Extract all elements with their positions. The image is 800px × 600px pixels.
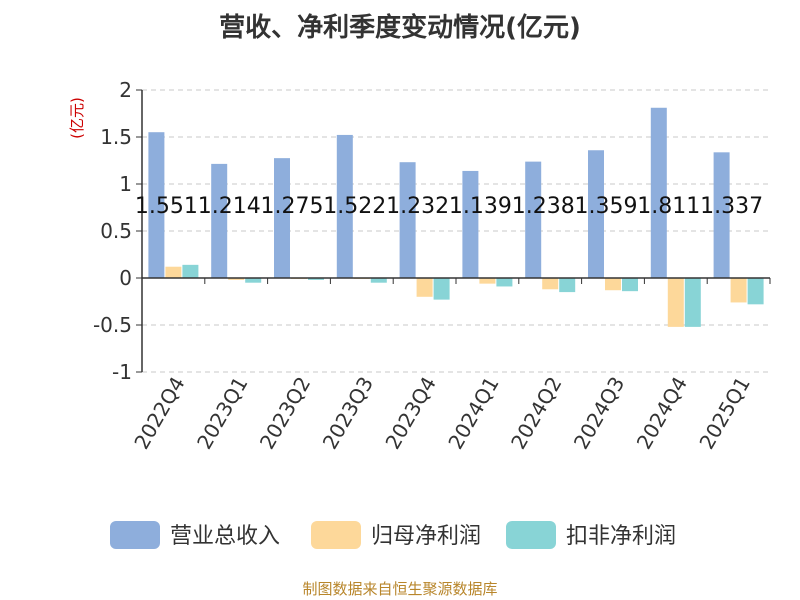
bar-series-1 — [211, 163, 228, 278]
legend-swatch — [311, 521, 361, 549]
x-tick-label: 2025Q1 — [694, 373, 754, 454]
y-tick-label: 2 — [119, 78, 132, 102]
data-label: 1.337 — [700, 194, 763, 219]
gridlines — [142, 89, 770, 373]
bar-series-1 — [399, 162, 416, 278]
legend-swatch — [506, 521, 556, 549]
y-tick-label: -1 — [112, 360, 132, 384]
bar-series-3 — [622, 278, 638, 292]
bar-series-2 — [730, 278, 747, 303]
legend-label: 归母净利润 — [371, 524, 481, 549]
bar-series-3 — [684, 278, 701, 327]
x-tick-label: 2024Q3 — [569, 373, 629, 454]
bar-series-3 — [496, 278, 513, 287]
bar-series-2 — [416, 278, 433, 297]
bar-series-2 — [542, 278, 559, 290]
bar-series-3 — [433, 278, 450, 300]
y-axis-unit: (亿元) — [68, 97, 86, 139]
y-tick-label: 0.5 — [100, 219, 132, 243]
bar-series-3 — [747, 278, 764, 305]
x-tick-label: 2023Q2 — [255, 373, 315, 454]
bar-series-1 — [588, 150, 604, 278]
legend-item-2[interactable]: 归母净利润 — [311, 521, 481, 549]
bar-series-1 — [713, 152, 730, 278]
bar-series-2 — [605, 278, 621, 291]
x-tick-label: 2022Q4 — [129, 373, 189, 454]
x-tick-label: 2023Q1 — [192, 373, 252, 454]
y-tick-label: 1 — [119, 172, 132, 196]
bar-series-3 — [559, 278, 576, 293]
legend-item-3[interactable]: 扣非净利润 — [506, 521, 676, 549]
data-label: 1.232 — [386, 194, 449, 219]
source-note: 制图数据来自恒生聚源数据库 — [302, 580, 497, 598]
bars — [148, 107, 764, 327]
bar-series-1 — [148, 132, 165, 278]
bar-series-2 — [479, 278, 496, 284]
bar-series-1 — [274, 158, 290, 278]
y-tick-label: -0.5 — [93, 313, 132, 337]
data-label: 1.275 — [261, 194, 324, 219]
data-label: 1.238 — [512, 194, 575, 219]
y-tick-label: 0 — [119, 266, 132, 290]
x-tick-label: 2024Q4 — [632, 373, 692, 454]
bar-series-2 — [228, 278, 245, 280]
data-label: 1.811 — [637, 194, 700, 219]
chart-title: 营收、净利季度变动情况(亿元) — [219, 12, 581, 43]
data-label: 1.522 — [323, 194, 386, 219]
x-tick-label: 2024Q2 — [506, 373, 566, 454]
legend[interactable]: 营业总收入 归母净利润 扣非净利润 — [110, 521, 676, 549]
bar-series-1 — [336, 134, 353, 278]
bar-series-2 — [165, 266, 182, 278]
bar-series-3 — [370, 278, 387, 283]
legend-item-1[interactable]: 营业总收入 — [110, 521, 280, 549]
bar-series-3 — [245, 278, 262, 283]
x-tick-label: 2023Q3 — [318, 373, 378, 454]
data-label: 1.214 — [198, 194, 261, 219]
data-labels: 1.551 1.214 1.275 1.522 1.232 1.139 1.238 1.359… — [135, 194, 763, 219]
bar-series-2 — [667, 278, 684, 327]
bar-series-1 — [650, 107, 667, 279]
bar-series-1 — [462, 170, 479, 278]
legend-label: 营业总收入 — [170, 524, 280, 549]
data-label: 1.551 — [135, 194, 198, 219]
bar-series-1 — [525, 161, 542, 278]
bar-series-3 — [182, 264, 199, 278]
legend-swatch — [110, 521, 160, 549]
bar-series-3 — [308, 278, 324, 280]
x-tick-label: 2023Q4 — [380, 372, 440, 453]
y-tick-label: 1.5 — [100, 125, 132, 149]
x-tick-label: 2024Q1 — [443, 373, 503, 454]
y-axis-ticks: 2 1.5 1 0.5 0 -0.5 -1 — [93, 78, 142, 384]
data-label: 1.139 — [449, 194, 512, 219]
data-label: 1.359 — [575, 194, 638, 219]
legend-label: 扣非净利润 — [566, 524, 676, 549]
